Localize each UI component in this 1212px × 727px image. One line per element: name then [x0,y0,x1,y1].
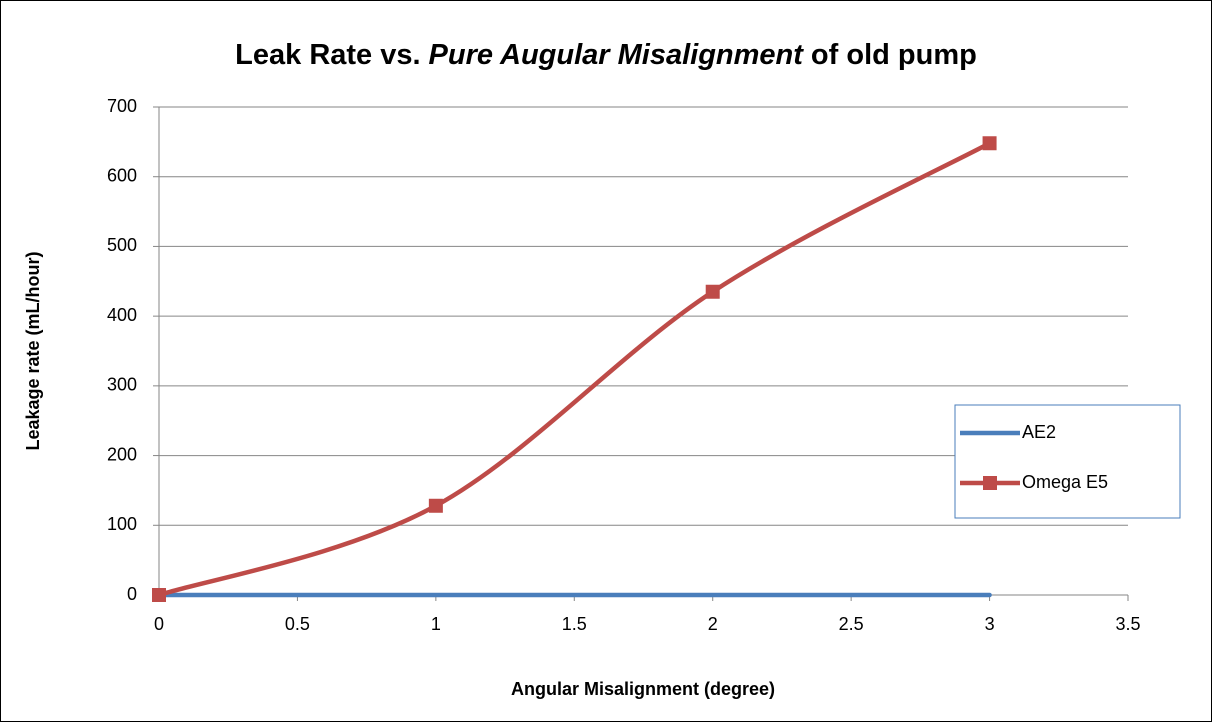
x-tick-label: 3.5 [1115,614,1140,634]
legend-label: Omega E5 [1022,472,1108,492]
title-part: Pure Augular Misalignment [429,39,805,71]
y-tick-label: 0 [127,584,137,604]
title-part: of old pump [811,39,977,71]
y-tick-label: 600 [107,165,137,185]
chart-title: Leak Rate vs. Pure Augular Misalignment of… [235,39,977,71]
marker [152,588,166,602]
y-axis-title: Leakage rate (mL/hour) [23,251,43,450]
x-tick-label: 0.5 [285,614,310,634]
marker [705,284,720,299]
x-tick-label: 2.5 [839,614,864,634]
y-tick-label: 700 [107,96,137,116]
x-tick-label: 1.5 [562,614,587,634]
x-axis-title: Angular Misalignment (degree) [511,679,775,699]
legend-label: AE2 [1022,422,1056,442]
legend-box [954,404,1181,519]
legend-marker [983,476,997,490]
series-line [156,141,992,598]
x-tick-label: 0 [154,614,164,634]
x-tick-label: 3 [985,614,995,634]
marker [982,136,997,151]
x-tick-label: 2 [708,614,718,634]
y-tick-label: 300 [107,375,137,395]
title-part: Leak Rate vs. [235,39,420,71]
marker [428,498,443,513]
y-tick-label: 500 [107,235,137,255]
y-tick-label: 100 [107,514,137,534]
x-tick-label: 1 [431,614,441,634]
y-tick-label: 400 [107,305,137,325]
y-tick-label: 200 [107,444,137,464]
